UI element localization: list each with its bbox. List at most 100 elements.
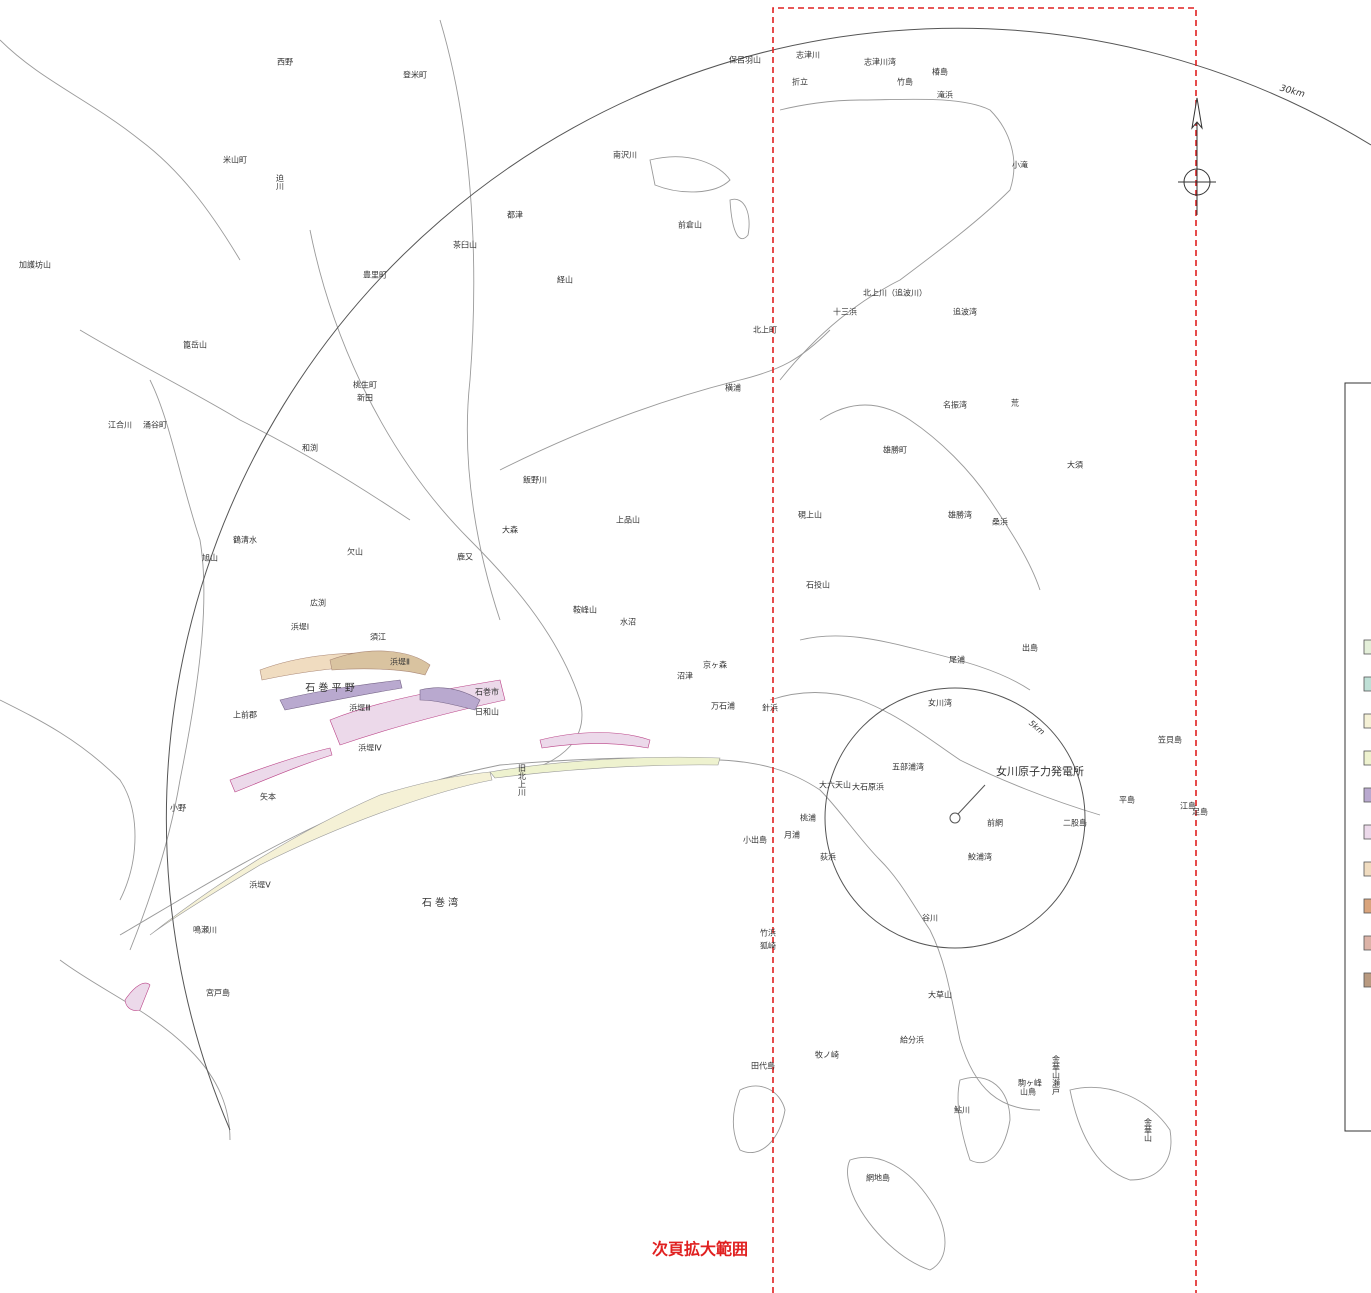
place-label: 網地島	[866, 1173, 890, 1183]
legend-swatch	[1363, 972, 1371, 988]
place-label: 雄勝町	[883, 445, 907, 455]
legend-swatch	[1363, 935, 1371, 951]
place-label: 豊里町	[363, 270, 387, 280]
place-label: 笠貝島	[1158, 735, 1182, 745]
place-label: 上前郡	[233, 710, 257, 720]
place-label: 茶臼山	[453, 240, 477, 250]
place-label: 女川湾	[928, 698, 952, 708]
place-label: 石 巻 湾	[422, 896, 458, 909]
place-label: 北上川（追波川）	[863, 288, 927, 298]
place-label: 飯野川	[523, 475, 547, 485]
place-label: 平島	[1119, 795, 1135, 805]
place-label: 滝浜	[937, 90, 953, 100]
place-label: 追波湾	[953, 307, 977, 317]
place-label: 牧ノ崎	[815, 1050, 839, 1060]
place-label: 都津	[507, 210, 523, 220]
place-label: 雄勝湾	[948, 510, 972, 520]
place-label: 沼津	[677, 671, 693, 681]
place-label: 石投山	[806, 580, 830, 590]
place-label: 迫川	[276, 173, 285, 190]
place-label: 鹿又	[457, 552, 473, 562]
legend-swatch	[1363, 713, 1371, 729]
place-label: 駒ヶ峰	[1018, 1078, 1042, 1088]
place-label: 志津川湾	[864, 57, 896, 67]
place-label: 狐崎	[760, 941, 776, 951]
place-label: 江島	[1180, 801, 1196, 811]
place-label: 小滝	[1012, 160, 1028, 170]
place-label: 小出島	[743, 835, 767, 845]
place-label: 欠山	[347, 547, 363, 557]
place-label: 志津川	[796, 50, 820, 60]
place-label: 大森	[502, 525, 518, 535]
plant-leader	[957, 784, 986, 815]
place-label: 大六天山	[819, 780, 851, 790]
place-label: 北上町	[753, 326, 777, 335]
plant-marker	[949, 812, 961, 824]
place-label: 涌谷町	[143, 420, 167, 430]
place-label: 新田	[357, 393, 373, 403]
legend-swatch	[1363, 639, 1371, 655]
place-label: 西野	[277, 58, 293, 67]
place-label: 桑浜	[992, 517, 1008, 527]
range-30km	[165, 27, 1371, 1131]
place-label: 浜堤Ⅴ	[249, 880, 271, 890]
place-label: 給分浜	[900, 1035, 924, 1045]
place-label: 十三浜	[833, 307, 857, 317]
place-label: 五部浦湾	[892, 762, 924, 772]
place-label: 南沢川	[613, 150, 637, 160]
place-label: 登米町	[403, 70, 427, 80]
place-label: 尾浦	[949, 655, 965, 665]
scale-label-inner: 5km	[1027, 719, 1046, 737]
place-label: 水沼	[620, 617, 636, 627]
place-label: 二股島	[1063, 818, 1087, 828]
place-label: 横浦	[725, 383, 741, 393]
place-label: 竹島	[897, 77, 913, 87]
north-arrow	[1178, 97, 1216, 215]
place-label: 桃浦	[800, 813, 816, 823]
legend-swatch	[1363, 824, 1371, 840]
place-label: 鮎川	[954, 1105, 970, 1115]
place-label: 荻浜	[820, 852, 836, 862]
place-label: 前網	[987, 818, 1003, 828]
place-label: 名振湾	[943, 400, 967, 410]
place-label: 保呂羽山	[729, 55, 761, 65]
place-label: 大石原浜	[852, 782, 884, 792]
coastline	[0, 19, 1172, 1271]
place-label: 京ヶ森	[703, 660, 727, 670]
place-label: 江合川	[108, 420, 132, 430]
place-label: 竹浜	[760, 928, 776, 938]
place-label: 月浦	[784, 830, 800, 840]
extent-box	[772, 7, 1197, 1293]
place-label: 万石浦	[711, 701, 735, 711]
place-label: 鮫浦湾	[968, 852, 992, 862]
place-label: 鳴瀬川	[193, 925, 217, 935]
beach-ridges	[124, 650, 721, 1011]
place-label: 浜堤Ⅲ	[349, 703, 371, 713]
place-label: 米山町	[223, 155, 247, 165]
place-label: 篦岳山	[183, 340, 207, 350]
place-label: 大須	[1067, 460, 1083, 470]
scale-label-outer: 30km	[1279, 84, 1306, 100]
place-label: 和渕	[302, 443, 318, 453]
place-label: 須江	[370, 633, 386, 642]
place-label: 石 巻 平 野	[305, 682, 355, 694]
place-label: 上品山	[616, 515, 640, 525]
place-label: 浜堤Ⅳ	[358, 743, 382, 753]
place-label: 旭山	[202, 553, 218, 563]
place-label: 荒	[1011, 398, 1019, 408]
plant-label: 女川原子力発電所	[996, 764, 1084, 778]
place-label: 石巻市	[475, 687, 499, 697]
place-label: 前倉山	[678, 220, 702, 230]
place-label: 針浜	[762, 703, 778, 713]
place-label: 椿島	[932, 67, 948, 77]
place-label: 出島	[1022, 643, 1038, 653]
place-label: 日和山	[475, 707, 499, 717]
legend-swatch	[1363, 676, 1371, 692]
place-label: 経山	[557, 275, 573, 285]
place-label: 金華山	[1144, 1117, 1153, 1143]
place-label: 浜堤Ⅰ	[291, 622, 309, 632]
place-label: 硯上山	[798, 510, 822, 520]
place-label: 鞍峰山	[573, 605, 597, 615]
